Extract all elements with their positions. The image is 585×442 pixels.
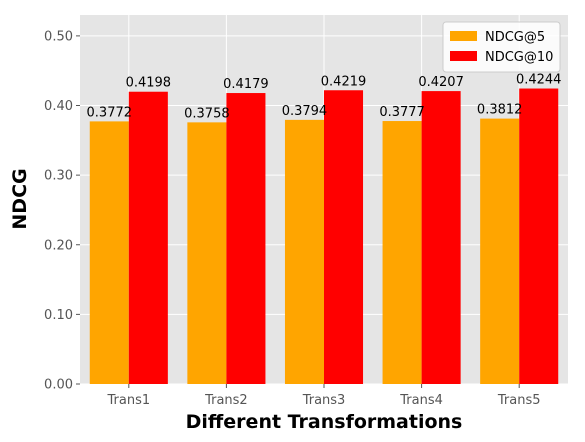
bar-ndcg-10-trans4: [421, 91, 461, 385]
y-tick-label: 0.10: [44, 308, 73, 323]
y-tick-label: 0.50: [44, 29, 73, 44]
bar-ndcg-5-trans1: [89, 121, 129, 385]
data-label: 0.4198: [126, 76, 172, 91]
data-label: 0.3812: [477, 103, 523, 118]
x-tick-label: Trans4: [399, 393, 443, 408]
bar-ndcg-5-trans4: [382, 121, 422, 385]
legend-label: NDCG@5: [485, 30, 545, 45]
data-label: 0.4219: [321, 74, 367, 89]
legend-swatch: [450, 51, 477, 61]
y-tick-label: 0.00: [44, 378, 73, 393]
bar-ndcg-5-trans5: [480, 118, 520, 385]
bar-ndcg-10-trans3: [324, 90, 364, 384]
bar-ndcg-10-trans2: [226, 93, 266, 384]
x-axis: Trans1 Trans2 Trans3 Trans4 Trans5: [106, 384, 541, 408]
data-labels: 0.3772 0.3758 0.3794 0.3777 0.3812 0.4198 0.41…: [87, 73, 562, 122]
data-label: 0.3777: [379, 105, 425, 120]
data-label: 0.4244: [516, 73, 562, 88]
x-tick-label: Trans1: [106, 393, 150, 408]
bars: [89, 88, 559, 385]
data-label: 0.3794: [282, 104, 328, 119]
y-axis: 0.00 0.10 0.20 0.30 0.40 0.50: [44, 29, 80, 393]
data-label: 0.4207: [418, 75, 464, 90]
legend-swatch: [450, 31, 477, 41]
y-tick-label: 0.40: [44, 99, 73, 114]
y-tick-label: 0.30: [44, 169, 73, 184]
y-tick-label: 0.20: [44, 238, 73, 253]
data-label: 0.4179: [223, 77, 269, 92]
bar-ndcg-10-trans1: [128, 91, 168, 384]
x-tick-label: Trans3: [302, 393, 346, 408]
bar-ndcg-10-trans5: [519, 88, 559, 384]
legend-label: NDCG@10: [485, 50, 553, 65]
x-tick-label: Trans5: [497, 393, 541, 408]
bar-ndcg-5-trans2: [187, 122, 227, 384]
y-axis-title: NDCG: [9, 168, 31, 229]
x-tick-label: Trans2: [204, 393, 248, 408]
data-label: 0.3758: [184, 106, 230, 121]
x-axis-title: Different Transformations: [186, 411, 463, 433]
legend: NDCG@5 NDCG@10: [442, 21, 561, 73]
bar-ndcg-5-trans3: [284, 119, 324, 385]
data-label: 0.3772: [87, 105, 133, 120]
